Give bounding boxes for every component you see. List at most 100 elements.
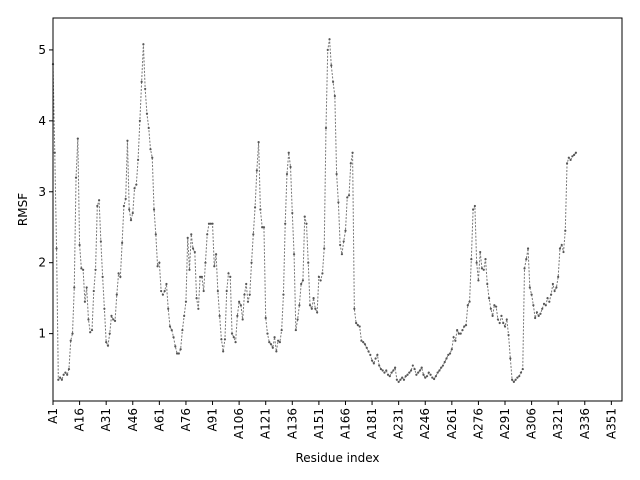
data-point — [411, 364, 414, 367]
data-point — [486, 282, 489, 286]
data-point — [273, 336, 276, 339]
data-point — [222, 350, 225, 353]
data-point — [204, 261, 207, 264]
data-point — [82, 268, 85, 271]
x-tick-label: A151 — [312, 408, 326, 439]
data-point — [271, 346, 274, 349]
data-point — [108, 332, 111, 335]
data-point — [358, 325, 361, 328]
data-point — [477, 279, 480, 282]
data-point — [394, 366, 397, 369]
data-point — [480, 267, 484, 270]
data-point — [113, 319, 117, 322]
data-point — [456, 328, 459, 332]
data-point — [190, 233, 193, 236]
data-point — [548, 300, 551, 303]
data-point — [101, 275, 104, 278]
data-point — [507, 333, 510, 337]
data-point — [314, 307, 317, 310]
data-point — [138, 119, 141, 122]
data-point — [268, 341, 271, 344]
data-point — [160, 289, 163, 293]
data-point — [503, 325, 507, 328]
data-point — [230, 332, 234, 335]
x-tick-label: A106 — [232, 408, 246, 439]
data-point — [298, 304, 301, 307]
data-point — [234, 341, 237, 344]
data-point — [220, 338, 223, 341]
data-point — [241, 318, 244, 321]
x-tick-label: A46 — [126, 408, 140, 431]
x-tick-label: A306 — [525, 408, 539, 439]
data-point — [105, 341, 108, 344]
y-tick-label: 5 — [38, 43, 46, 57]
data-point — [519, 371, 523, 374]
data-point — [184, 300, 188, 303]
data-point — [551, 282, 554, 286]
data-point — [277, 339, 280, 342]
rmsf-series-line — [52, 39, 577, 383]
data-point — [397, 380, 400, 383]
x-tick-label: A181 — [365, 408, 379, 439]
data-point — [67, 367, 71, 371]
data-point — [161, 293, 164, 296]
data-point — [514, 378, 517, 381]
data-point — [362, 341, 365, 344]
data-point — [152, 208, 156, 211]
data-point — [285, 172, 289, 176]
data-point — [386, 373, 390, 376]
data-point — [374, 357, 377, 360]
data-point — [557, 275, 560, 278]
data-point — [110, 314, 113, 317]
data-point — [151, 156, 154, 159]
data-point — [223, 338, 227, 341]
data-point — [206, 233, 209, 236]
data-point — [60, 378, 63, 381]
data-point — [252, 233, 255, 236]
data-point — [335, 172, 338, 176]
data-point — [328, 38, 331, 41]
data-point — [128, 208, 131, 211]
data-point — [500, 314, 503, 317]
data-point — [253, 206, 257, 209]
data-point — [353, 307, 356, 310]
data-point — [427, 371, 430, 374]
data-point — [454, 339, 457, 342]
data-point — [94, 268, 97, 271]
data-point — [183, 314, 186, 317]
data-point — [472, 208, 475, 211]
data-point — [264, 316, 267, 320]
data-point — [370, 359, 374, 362]
data-point — [202, 289, 205, 293]
data-point — [165, 282, 168, 286]
data-point — [238, 300, 241, 303]
data-point — [464, 324, 468, 327]
data-point — [351, 151, 354, 154]
data-point — [255, 169, 258, 172]
data-point — [312, 297, 315, 300]
x-tick-label: A166 — [338, 408, 352, 439]
data-point — [303, 215, 306, 218]
data-point — [496, 318, 500, 321]
data-point — [523, 267, 526, 270]
data-point — [64, 371, 67, 374]
x-tick-label: A231 — [392, 408, 406, 439]
data-point — [553, 289, 556, 293]
data-point — [521, 367, 524, 371]
data-point — [140, 80, 143, 83]
data-point — [413, 367, 416, 371]
data-point — [436, 371, 439, 374]
data-point — [145, 112, 149, 115]
data-point — [216, 289, 219, 293]
data-point — [573, 153, 576, 156]
data-point — [90, 328, 94, 332]
data-point — [275, 350, 278, 353]
data-point — [544, 304, 547, 307]
x-tick-label: A1 — [46, 408, 60, 424]
data-point — [225, 289, 228, 293]
data-point — [87, 318, 90, 321]
data-point — [399, 378, 402, 381]
y-tick-label: 4 — [38, 114, 46, 128]
data-point — [323, 247, 326, 250]
data-point — [69, 339, 72, 342]
